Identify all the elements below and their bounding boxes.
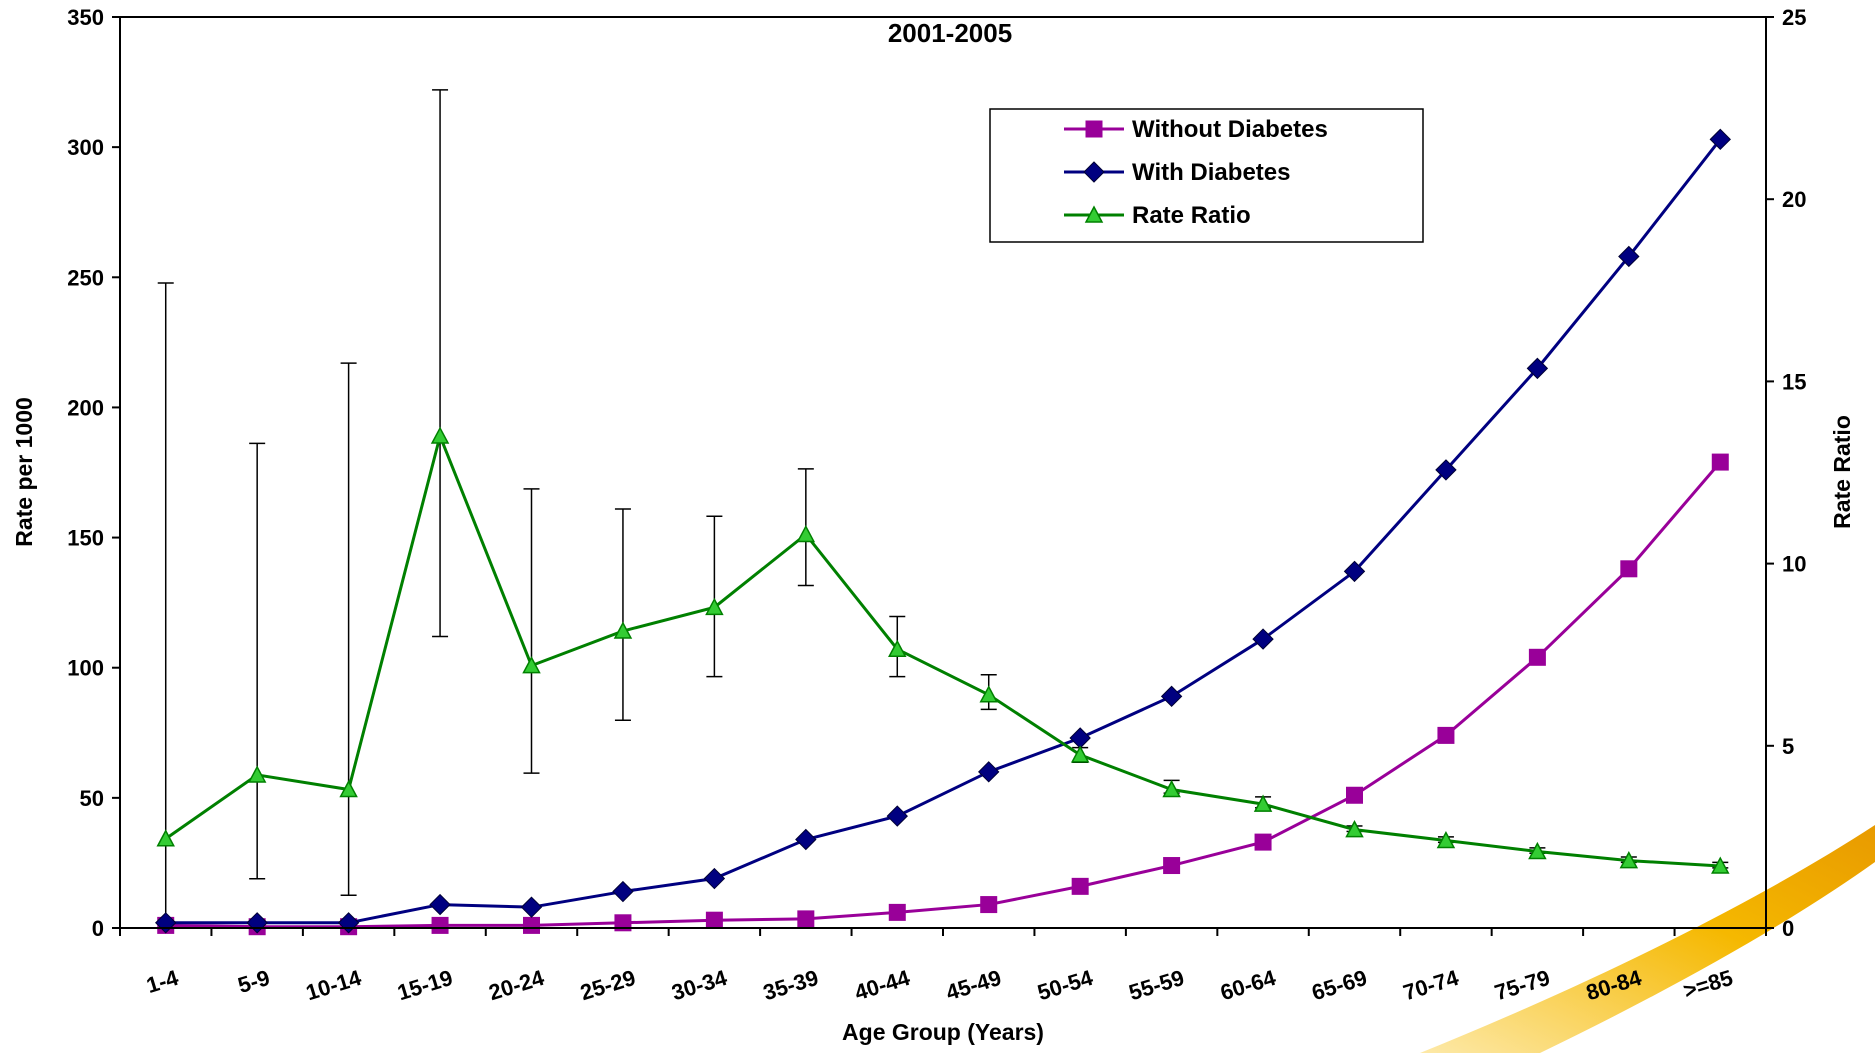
series-0-point <box>523 916 540 934</box>
series-line-2 <box>164 431 1721 868</box>
series-0-point <box>1163 857 1181 875</box>
series-line-1 <box>165 138 1722 925</box>
series-1-point <box>520 896 543 918</box>
legend-box <box>989 108 1424 243</box>
x-tick-label: 65-69 <box>1309 965 1370 1005</box>
y2-tick-label: 10 <box>1782 552 1806 577</box>
series-0-point <box>1071 877 1089 895</box>
series-1-point <box>612 880 634 903</box>
x-tick-label: 45-49 <box>943 965 1004 1005</box>
series-2-point <box>430 426 450 444</box>
y-tick-label: 100 <box>67 656 104 681</box>
series-0-point <box>1620 560 1638 578</box>
y2-axis-title: Rate Ratio <box>1829 415 1855 529</box>
series-1-point <box>978 761 1000 783</box>
legend-label: Rate Ratio <box>1132 202 1251 229</box>
y-tick-label: 300 <box>67 135 104 160</box>
series-2-point <box>1436 830 1456 849</box>
x-tick-label: 55-59 <box>1126 965 1187 1005</box>
series-1-point <box>1252 628 1274 650</box>
legend: Without Diabetes With Diabetes Rate Ratio <box>989 108 1424 243</box>
series-2-point <box>1528 841 1547 860</box>
series-2-point <box>1253 794 1273 812</box>
legend-marker <box>1084 205 1104 223</box>
series-1-point <box>1343 560 1366 583</box>
series-2-point <box>1619 850 1639 869</box>
series-2-point <box>979 685 998 703</box>
x-tick-label: 50-54 <box>1034 965 1096 1006</box>
series-0-point <box>1528 648 1546 666</box>
x-axis-title: Age Group (Years) <box>842 1019 1044 1045</box>
series-1-point <box>1618 245 1640 268</box>
x-tick-label: 70-74 <box>1400 965 1462 1006</box>
y-tick-label: 150 <box>67 526 104 551</box>
series-0-point <box>1346 786 1363 804</box>
series-1-point <box>1709 128 1731 151</box>
plot-frame <box>119 16 1767 929</box>
y2-tick-label: 20 <box>1782 187 1806 212</box>
series-1-point <box>1069 727 1091 749</box>
series-0-point <box>705 911 723 929</box>
series-1-point <box>795 828 817 851</box>
series-2-point <box>522 656 541 674</box>
y-tick-label: 0 <box>92 916 104 941</box>
series-2-point <box>613 621 633 639</box>
y2-tick-label: 0 <box>1782 916 1794 941</box>
x-tick-label: 40-44 <box>852 965 914 1006</box>
series-2-point <box>339 779 358 798</box>
y2-tick-label: 15 <box>1782 369 1806 394</box>
series-1-point <box>1160 685 1183 708</box>
decorative-swoosh <box>1420 825 1875 1053</box>
x-tick-label: 60-64 <box>1217 965 1279 1006</box>
y2-tick-label: 25 <box>1782 5 1806 30</box>
x-tick-label: 35-39 <box>760 965 821 1005</box>
series-0-point <box>614 914 632 932</box>
series-line-0 <box>165 461 1722 929</box>
x-tick-label: 15-19 <box>394 965 455 1005</box>
x-tick-label: 75-79 <box>1492 965 1553 1005</box>
chart-title: 2001-2005 <box>888 18 1012 48</box>
series-1-point <box>1526 357 1549 380</box>
series-0-point <box>797 910 815 928</box>
series-0-point <box>1437 726 1455 744</box>
series-2-point <box>1070 745 1090 763</box>
series-2-point <box>156 829 175 847</box>
legend-marker <box>1083 161 1105 183</box>
series-0-point <box>1711 453 1729 471</box>
y-tick-label: 50 <box>80 786 104 811</box>
series-2-point <box>1162 779 1181 798</box>
series-1-point <box>1435 459 1457 481</box>
y2-tick-label: 5 <box>1782 734 1794 759</box>
x-tick-label: 30-34 <box>669 965 731 1006</box>
series-0-point <box>980 896 998 914</box>
series-2-point <box>1711 856 1730 874</box>
series-1-point <box>886 805 908 827</box>
y-tick-label: 250 <box>67 265 104 290</box>
series-0-point <box>1254 833 1272 851</box>
x-tick-label: 10-14 <box>303 965 365 1006</box>
series-2-point <box>888 639 907 657</box>
x-tick-label: 20-24 <box>486 965 548 1006</box>
legend-label: Without Diabetes <box>1132 116 1328 143</box>
series-0-point <box>431 916 449 934</box>
x-tick-label: 25-29 <box>577 965 638 1005</box>
x-tick-label: 5-9 <box>235 965 273 998</box>
y-axis-title: Rate per 1000 <box>11 397 37 547</box>
series-2-point <box>796 524 816 543</box>
series-1-point <box>429 893 451 916</box>
series-1-point <box>703 867 726 890</box>
series-2-point <box>705 597 724 616</box>
y-tick-label: 350 <box>67 5 104 30</box>
series-2-point <box>247 765 267 783</box>
series-0-point <box>888 903 906 921</box>
legend-label: With Diabetes <box>1132 159 1290 186</box>
series-2-point <box>1345 820 1364 838</box>
y-tick-label: 200 <box>67 395 104 420</box>
x-tick-label: 1-4 <box>143 965 181 998</box>
legend-marker <box>1085 120 1103 138</box>
